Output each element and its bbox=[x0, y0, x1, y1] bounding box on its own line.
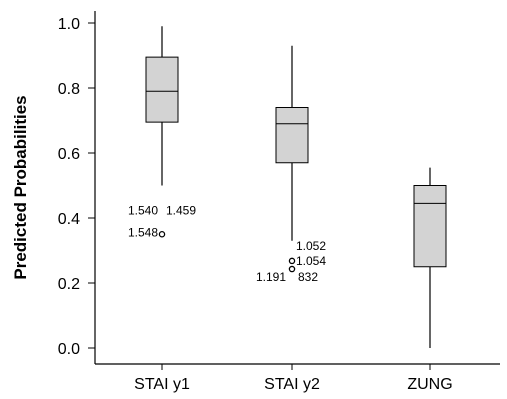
outlier-label: 1.548 bbox=[128, 225, 158, 239]
outlier-label: 832 bbox=[298, 270, 318, 284]
x-tick-label: ZUNG bbox=[407, 376, 452, 393]
y-tick-label: 0.0 bbox=[58, 341, 80, 358]
y-axis: 0.0 0.2 0.4 0.6 0.8 1.0 bbox=[58, 11, 96, 364]
outlier-label: 1.540 bbox=[128, 203, 158, 217]
outlier-point bbox=[288, 257, 296, 265]
y-axis-title: Predicted Probabilities bbox=[11, 95, 30, 279]
outlier-label: 1.191 bbox=[256, 270, 286, 284]
x-axis: STAI y1 STAI y2 ZUNG bbox=[95, 363, 500, 393]
y-tick-label: 0.8 bbox=[58, 81, 80, 98]
iqr-box bbox=[413, 185, 447, 268]
y-tick-label: 0.6 bbox=[58, 146, 80, 163]
outlier-label: 1.054 bbox=[296, 254, 326, 268]
iqr-box bbox=[275, 107, 309, 164]
x-tick-label: STAI y1 bbox=[134, 376, 190, 393]
box-1: 1.540 1.459 1.548 bbox=[128, 26, 196, 239]
iqr-box bbox=[145, 56, 179, 123]
outlier-point bbox=[288, 265, 296, 273]
box-3 bbox=[413, 167, 447, 348]
outlier-point bbox=[158, 230, 166, 238]
y-tick-label: 0.2 bbox=[58, 276, 80, 293]
outlier-label: 1.459 bbox=[166, 203, 196, 217]
x-tick-label: STAI y2 bbox=[264, 376, 320, 393]
outlier-label: 1.052 bbox=[296, 239, 326, 253]
y-tick-label: 1.0 bbox=[58, 16, 80, 33]
y-tick-label: 0.4 bbox=[58, 211, 80, 228]
